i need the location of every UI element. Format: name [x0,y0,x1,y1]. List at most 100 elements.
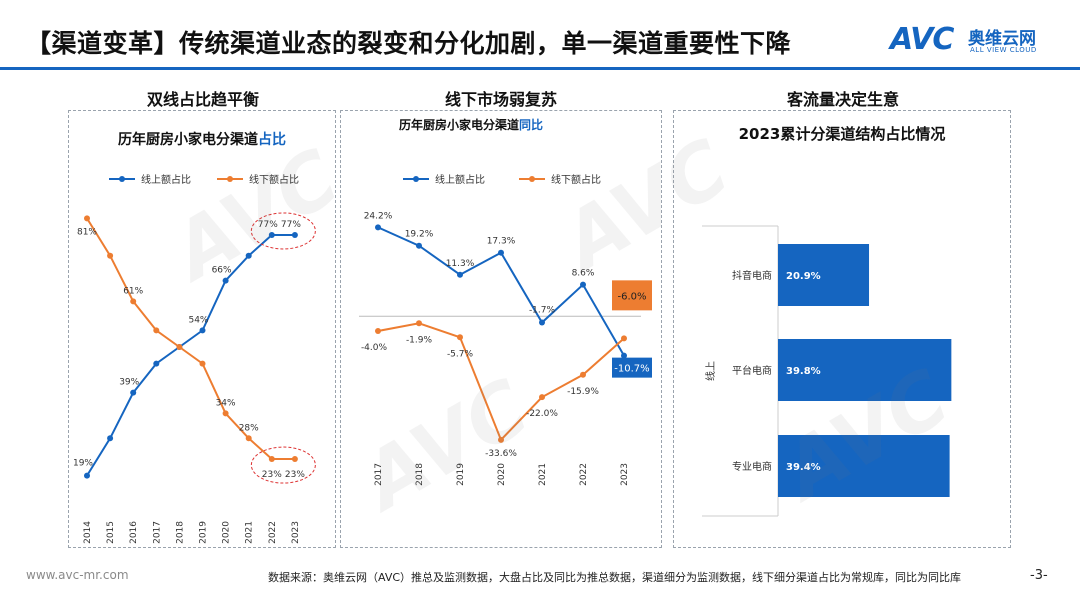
logo-en-text: ALL VIEW CLOUD [970,46,1037,54]
chart1-point-offline [245,435,252,442]
logo-cn-text: 奥维云网 [968,29,1036,49]
page-title: 【渠道变革】传统渠道业态的裂变和分化加剧，单一渠道重要性下降 [26,29,792,58]
chart2-point-offline [580,371,586,378]
chart2-legend-offline-label: 线下额占比 [551,173,601,186]
panel-structure: 2023累计分渠道结构占比情况 线上 20.9% 抖音电商 39.8% 平台电商 39.4%… [673,110,1011,548]
chart2-data-label-offline: -22.0% [526,409,558,419]
chart1-line-offline [86,217,295,461]
panel-yoy: 历年厨房小家电分渠道同比线上额占比 线下额占比 24.2% 19.2% 11.3% 17.… [340,110,662,548]
page-number: -3- [1030,568,1048,583]
chart2-data-label-online: 8.6% [572,269,595,279]
chart2-data-label-online: 11.3% [446,259,475,269]
chart2-data-label-offline: -15.9% [567,387,599,397]
chart3-bar [778,435,950,497]
chart2-x-tick: 2020 [497,463,507,486]
chart1-line-online [86,233,295,477]
chart1-data-label-offline: 81% [77,227,97,237]
chart1-data-label-offline: 61% [123,286,143,296]
chart1-data-label-offline: 28% [239,423,259,433]
chart2-point-online [539,319,545,326]
chart1-point-offline [291,456,298,463]
chart2-x-tick: 2017 [374,463,384,486]
chart1-point-online [291,231,298,238]
chart1-legend-online-marker [119,176,125,182]
chart1-title-accent: 占比 [258,131,286,148]
chart2-point-online [375,224,381,231]
chart2-callout-offline [612,280,652,311]
chart2-title-accent: 同比 [519,117,543,132]
data-source-note: 数据来源：奥维云网（AVC）推总及监测数据，大盘占比及同比为推总数据，渠道细分为… [268,571,962,584]
chart1-legend-offline-label: 线下额占比 [249,173,299,186]
chart1-point-offline [199,360,206,367]
chart2-point-offline [416,320,422,327]
chart2-point-offline [457,334,463,341]
chart3-category-label: 专业电商 [732,460,772,473]
chart2-x-tick: 2022 [579,463,589,486]
chart2-data-label-online: 17.3% [487,237,516,247]
chart1-title-main: 历年厨房小家电分渠道 [118,131,258,148]
chart2-point-offline [621,335,627,342]
chart1-point-online [268,231,275,238]
chart2-data-label-online: -1.7% [529,306,556,316]
section-title-balance: 双线占比趋平衡 [146,90,259,109]
avc-logo: AVC 奥维云网 ALL VIEW CLOUD [890,22,1060,58]
chart2-point-offline [498,436,504,443]
chart1-point-online [222,277,229,284]
chart3-bar [778,244,870,306]
chart1-point-online [245,252,252,259]
chart1-point-offline [130,298,137,305]
chart1-data-label-online: 77% [281,220,301,230]
chart1-point-offline [176,344,183,350]
chart2-point-offline [375,328,381,334]
chart2-legend-online-label: 线上额占比 [435,173,485,186]
chart1-data-label-online: 77% [258,220,278,230]
chart2-point-offline [539,394,545,401]
chart3-bar [778,339,952,401]
chart2-data-label-online: -10.7% [614,364,649,375]
chart1-point-offline [268,456,275,463]
chart3-data-label: 39.4% [786,462,821,473]
chart2-data-label-offline: -6.0% [617,291,646,302]
chart2-title: 历年厨房小家电分渠道同比 [399,117,543,132]
chart2-point-online [416,242,422,249]
chart1-point-offline [153,327,160,334]
chart2-data-label-offline: -33.6% [485,449,517,459]
chart2-point-online [498,249,504,256]
chart2-x-tick: 2018 [415,463,425,486]
chart3-data-label: 20.9% [786,271,821,282]
chart1-point-offline [222,410,229,417]
panel-share: 历年厨房小家电分渠道占比 线上额占比 线下额占比 19% 39% 54% 66% 77% 77%… [68,110,336,548]
chart1-data-label-offline: 34% [216,398,236,408]
chart1-point-online [107,435,114,442]
chart1-x-tick: 2019 [199,521,209,544]
logo-avc-text: AVC [890,22,954,57]
chart1-point-offline [84,215,90,222]
chart1-highlight-offline [250,446,316,484]
chart1-data-label-online: 19% [73,459,93,469]
chart2-data-label-offline: -5.7% [447,349,474,359]
chart1-x-tick: 2020 [222,521,232,544]
chart3-category-label: 抖音电商 [732,269,772,282]
chart2-data-label-offline: -4.0% [361,343,388,353]
chart2-data-label-online: 24.2% [364,211,393,221]
chart1-highlight-online [250,212,316,250]
chart2-x-tick: 2019 [456,463,466,486]
chart2-x-tick: 2023 [620,463,630,486]
chart3-data-label: 39.8% [786,366,821,377]
chart3-group-label: 线上 [704,361,717,381]
chart2-callout-online [612,357,652,378]
chart2-data-label-online: 19.2% [405,230,434,240]
chart1-x-tick: 2017 [152,521,162,544]
chart2-point-online [580,281,586,288]
section-title-offline: 线下市场弱复苏 [444,90,557,109]
chart1-legend-offline-marker [227,176,233,182]
chart1-x-tick: 2014 [83,521,93,544]
chart1-legend-online-label: 线上额占比 [141,173,191,186]
chart2-data-label-offline: -1.9% [406,335,433,345]
chart2-legend-online-marker [413,176,419,182]
chart3-title: 2023累计分渠道结构占比情况 [739,125,946,143]
chart2-x-tick: 2021 [538,463,548,486]
